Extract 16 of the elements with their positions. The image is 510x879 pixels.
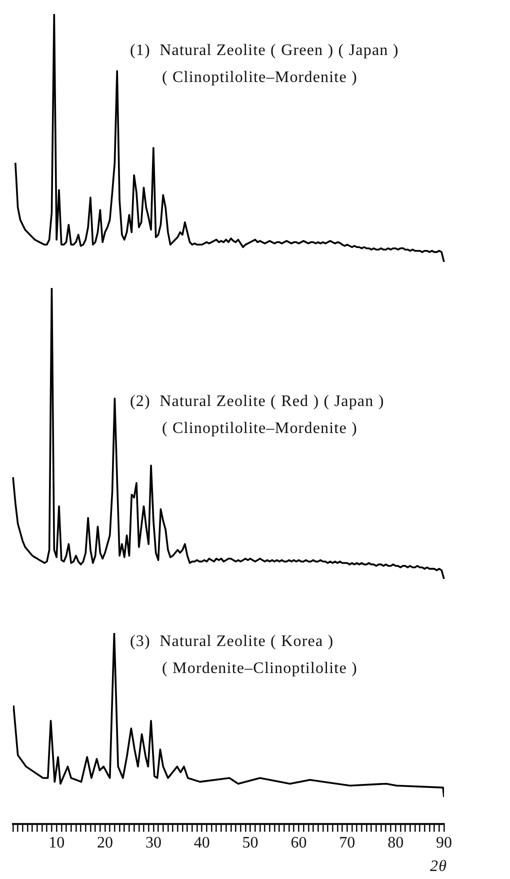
x-tick-label: 70 (339, 834, 356, 852)
x-tick-label: 20 (97, 834, 114, 852)
x-axis-title: 2θ (430, 858, 448, 876)
x-tick-label: 30 (145, 834, 162, 852)
chart-title: (3) Natural Zeolite ( Korea ) (130, 633, 334, 651)
text: (2) Natural Zeolite ( Red ) ( Japan ) (130, 393, 384, 411)
text: ( Mordenite–Clinoptilolite ) (162, 660, 358, 678)
x-tick-label: 60 (290, 834, 307, 852)
x-tick-label: 40 (194, 834, 210, 852)
text: ( Clinoptilolite–Mordenite ) (162, 420, 358, 438)
x-tick-label: 90 (436, 834, 452, 852)
x-tick-label: 80 (388, 834, 404, 852)
text: ( Clinoptilolite–Mordenite ) (162, 69, 358, 87)
text: (1) Natural Zeolite ( Green ) ( Japan ) (130, 42, 399, 60)
x-tick-label: 10 (48, 834, 65, 852)
x-tick-label: 50 (242, 834, 258, 852)
